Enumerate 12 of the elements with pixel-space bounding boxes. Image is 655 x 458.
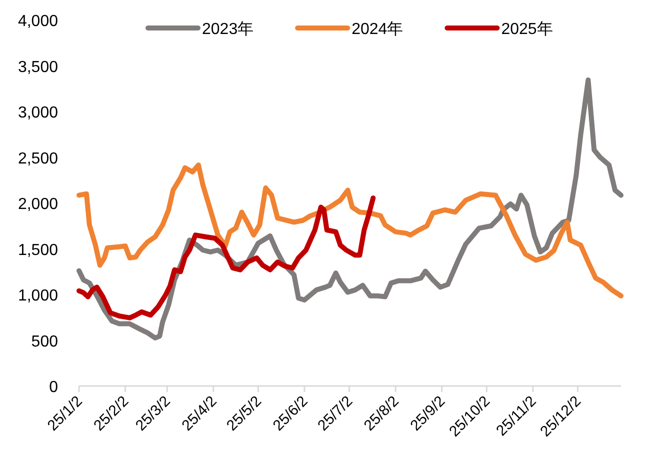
legend-label: 2023年 bbox=[202, 21, 254, 38]
y-tick-label: 1,500 bbox=[18, 242, 58, 259]
y-tick-label: 3,500 bbox=[18, 58, 58, 76]
y-tick-label: 2,500 bbox=[18, 150, 58, 168]
y-tick-label: 3,000 bbox=[18, 104, 58, 122]
legend-label: 2024年 bbox=[352, 21, 404, 38]
y-tick-label: 2,000 bbox=[18, 196, 58, 213]
y-tick-label: 4,000 bbox=[18, 13, 58, 30]
y-tick-label: 1,000 bbox=[18, 288, 58, 304]
legend-label: 2025年 bbox=[501, 21, 553, 38]
y-tick-label: 500 bbox=[31, 333, 58, 350]
y-tick-label: 0 bbox=[49, 379, 58, 396]
